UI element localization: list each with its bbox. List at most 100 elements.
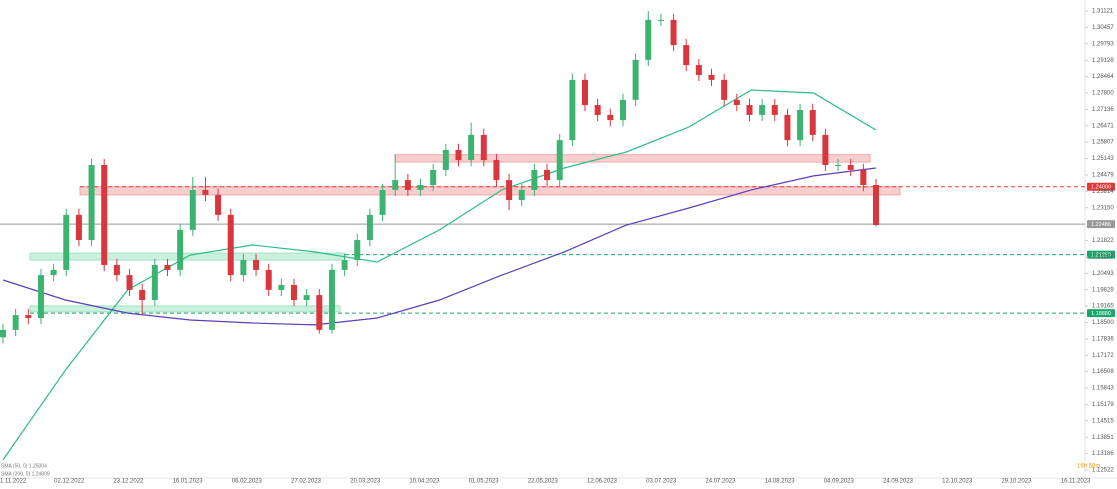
y-tick-label: 1.15843 — [1092, 386, 1114, 392]
x-tick-label: 24.09.2023 — [883, 479, 914, 485]
x-tick-label: 24.07.2023 — [705, 479, 736, 485]
candle-body — [12, 315, 19, 330]
candle-body — [797, 109, 804, 141]
level-label: 1.21250 — [1091, 253, 1111, 259]
candle-body — [835, 165, 842, 167]
y-tick-label: 1.23150 — [1092, 205, 1114, 211]
candle-body — [215, 194, 222, 215]
candle-body — [113, 264, 120, 276]
candle-body — [265, 269, 272, 290]
candle-body — [759, 105, 766, 115]
y-tick-label: 1.20493 — [1092, 271, 1114, 277]
candle-body — [189, 189, 196, 230]
y-tick-label: 1.15179 — [1092, 402, 1114, 408]
x-tick-label: 01.05.2023 — [469, 479, 500, 485]
y-tick-label: 1.23814 — [1092, 189, 1114, 195]
y-tick-label: 1.25807 — [1092, 140, 1114, 146]
candle-body — [253, 260, 260, 270]
candle-body — [303, 295, 310, 301]
candle-body — [619, 99, 626, 121]
level-label: 1.22486 — [1091, 222, 1111, 228]
x-tick-label: 14.08.2023 — [765, 479, 796, 485]
candle-body — [569, 79, 576, 141]
candle-body — [544, 169, 551, 181]
moving-average — [2, 89, 877, 461]
candle-body — [873, 185, 879, 225]
candle-body — [227, 214, 234, 276]
candle-body — [455, 149, 462, 161]
zone — [29, 305, 341, 313]
x-tick-label: 16.01.2023 — [173, 479, 204, 485]
y-tick-label: 1.17172 — [1092, 353, 1114, 359]
candle-body — [291, 284, 297, 301]
level-tag — [1087, 250, 1115, 259]
candle-body — [88, 165, 95, 241]
candle-body — [278, 284, 285, 290]
candle-body — [607, 114, 614, 121]
candle-body — [37, 275, 44, 319]
x-tick-label: 02.12.2022 — [54, 479, 85, 485]
legend-entry: SMA (50, 0) 1.25004 — [1, 463, 47, 469]
x-tick-label: 22.05.2023 — [528, 479, 559, 485]
y-tick-label: 1.19165 — [1092, 304, 1114, 310]
y-tick-label: 1.17836 — [1092, 336, 1114, 342]
zone — [394, 154, 871, 163]
x-tick-label: 29.10.2023 — [1001, 479, 1032, 485]
y-tick-label: 1.18500 — [1092, 320, 1114, 326]
level-label: 1.18880 — [1091, 311, 1111, 317]
level-label: 1.24000 — [1091, 185, 1111, 191]
candle-body — [594, 105, 601, 115]
y-tick-label: 1.26471 — [1092, 123, 1114, 129]
candle-body — [151, 264, 158, 301]
candle-body — [506, 180, 513, 201]
candle-body — [139, 289, 146, 301]
legend-entry: SMA (200, 0) 1.24809 — [1, 471, 50, 477]
candle-body — [784, 114, 791, 141]
x-tick-label: 1.11.2022 — [0, 479, 27, 485]
candle-body — [63, 214, 70, 270]
candle-body — [531, 169, 538, 190]
candle-body — [657, 19, 664, 21]
candle-body — [316, 295, 323, 330]
candle-body — [126, 275, 133, 290]
candle-body — [480, 134, 487, 161]
candle-body — [75, 214, 82, 241]
x-tick-label: 12.06.2023 — [587, 479, 618, 485]
y-tick-label: 1.12522 — [1092, 468, 1114, 474]
y-tick-label: 1.25143 — [1092, 156, 1114, 162]
candle-body — [582, 79, 588, 106]
candle-body — [670, 19, 677, 46]
candle-body — [164, 264, 171, 270]
candle-body — [632, 59, 639, 100]
candle-body — [50, 269, 57, 276]
y-tick-label: 1.27136 — [1092, 107, 1114, 113]
candle-body — [518, 189, 525, 201]
candle-body — [101, 165, 108, 265]
candle-body — [328, 269, 335, 330]
x-tick-label: 16.11.2023 — [1061, 479, 1091, 485]
candle-body — [847, 165, 854, 170]
candle-body — [177, 229, 184, 270]
y-tick-label: 1.28464 — [1092, 74, 1114, 80]
candle-body — [442, 149, 449, 170]
candle-body — [0, 329, 6, 338]
y-tick-label: 1.29793 — [1092, 41, 1114, 47]
candle-body — [404, 180, 411, 190]
x-tick-label: 03.07.2023 — [646, 479, 677, 485]
candle-body — [493, 160, 500, 181]
candle-body — [354, 240, 361, 261]
candle-body — [392, 180, 399, 190]
candle-body — [430, 169, 437, 186]
moving-average — [2, 167, 877, 326]
candle-body — [366, 214, 373, 241]
candle-body — [771, 105, 778, 115]
y-tick-label: 1.21157 — [1092, 254, 1114, 260]
candle-body — [379, 189, 386, 215]
candle-body — [468, 134, 475, 161]
x-tick-label: 27.02.2023 — [291, 479, 322, 485]
x-tick-label: 06.02.2023 — [232, 479, 263, 485]
candle-body — [25, 315, 32, 319]
y-tick-label: 1.14515 — [1092, 418, 1114, 424]
